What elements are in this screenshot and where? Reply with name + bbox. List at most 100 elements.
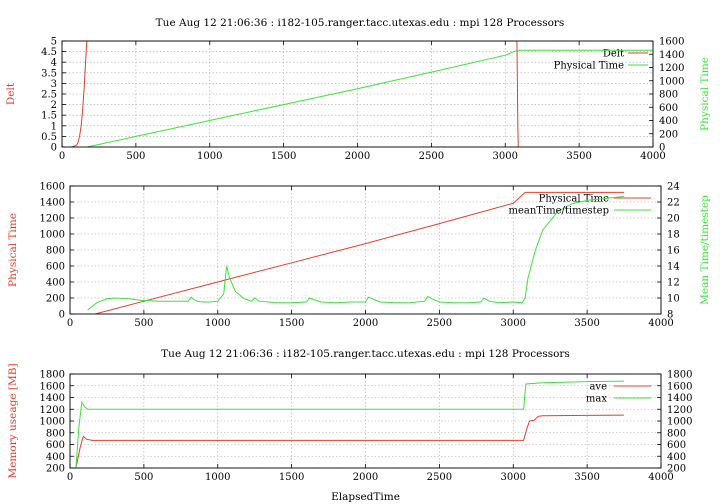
y-left-tick-label: 400 xyxy=(46,278,65,289)
y-left-tick-label: 200 xyxy=(46,464,65,475)
x-tick-label: 2500 xyxy=(427,472,452,483)
y-left-tick-label: 1400 xyxy=(40,393,65,404)
series-line-1 xyxy=(94,191,625,314)
y-left-tick-label: 200 xyxy=(46,294,65,305)
y-left-tick-label: 2 xyxy=(51,100,57,111)
y-right-tick-label: 1600 xyxy=(659,37,684,48)
y-left-tick-label: 1600 xyxy=(40,182,65,193)
y-left-tick-label: 0 xyxy=(51,143,57,154)
panel-title: Tue Aug 12 21:06:36 : i182-105.ranger.ta… xyxy=(161,348,570,360)
y-left-tick-label: 1400 xyxy=(40,198,65,209)
y-left-tick-label: 1200 xyxy=(40,214,65,225)
x-tick-label: 500 xyxy=(126,151,145,162)
x-tick-label: 3500 xyxy=(574,472,599,483)
chart-panel-2: 0 500 1000 1500 2000 2500 3000 3500 4000 0 200 400 6… xyxy=(7,182,711,330)
y-right-tick-label: 400 xyxy=(659,116,678,127)
x-tick-label: 3000 xyxy=(501,318,526,329)
y-right-axis-label: Mean Time/timestep xyxy=(699,195,711,305)
y-left-tick-label: 1000 xyxy=(40,417,65,428)
y-right-tick-label: 600 xyxy=(659,103,678,114)
y-right-tick-label: 800 xyxy=(667,428,686,439)
x-tick-label: 500 xyxy=(134,318,153,329)
x-tick-label: 3500 xyxy=(566,151,591,162)
y-left-tick-label: 600 xyxy=(46,440,65,451)
y-right-tick-label: 1400 xyxy=(667,393,692,404)
y-left-tick-label: 1800 xyxy=(40,370,65,381)
y-right-tick-label: 1600 xyxy=(667,381,692,392)
legend-label: Physical Time xyxy=(554,61,624,72)
y-left-tick-label: 1 xyxy=(51,121,57,132)
x-tick-label: 2500 xyxy=(419,151,444,162)
y-left-tick-label: 5 xyxy=(51,37,57,48)
x-tick-label: 1000 xyxy=(205,318,230,329)
plot-frame xyxy=(69,185,662,315)
y-left-tick-label: 4.5 xyxy=(41,47,57,58)
y-left-tick-label: 800 xyxy=(46,428,65,439)
x-axis-label: ElapsedTime xyxy=(331,491,400,503)
plot-frame xyxy=(69,373,662,469)
y-right-tick-label: 800 xyxy=(659,90,678,101)
y-right-tick-label: 0 xyxy=(659,143,665,154)
y-left-tick-label: 800 xyxy=(46,246,65,257)
y-right-tick-label: 24 xyxy=(667,182,680,193)
x-tick-label: 1000 xyxy=(205,472,230,483)
x-tick-label: 1500 xyxy=(279,472,304,483)
x-tick-label: 0 xyxy=(67,472,73,483)
x-tick-label: 2500 xyxy=(427,318,452,329)
y-right-tick-label: 200 xyxy=(667,464,686,475)
x-tick-label: 1500 xyxy=(279,318,304,329)
chart-panel-3: Tue Aug 12 21:06:36 : i182-105.ranger.ta… xyxy=(7,348,692,503)
x-tick-label: 0 xyxy=(67,318,73,329)
legend-label: Delt xyxy=(603,49,624,60)
y-right-tick-label: 1400 xyxy=(659,50,684,61)
legend-label: Physical Time xyxy=(539,194,609,205)
y-left-tick-label: 0.5 xyxy=(41,132,57,143)
legend-label: max xyxy=(586,394,607,405)
y-right-tick-label: 1800 xyxy=(667,370,692,381)
chart-panel-1: 0 500 1000 1500 2000 2500 3000 3500 400000.511.5… xyxy=(5,37,711,163)
figure-title: Tue Aug 12 21:06:36 : i182-105.ranger.ta… xyxy=(156,17,565,29)
series-line-2 xyxy=(87,195,625,311)
y-left-axis-label: Physical Time xyxy=(7,213,19,287)
y-right-tick-label: 16 xyxy=(667,246,680,257)
y-right-tick-label: 14 xyxy=(667,262,680,273)
y-left-axis-label: Delt xyxy=(5,82,17,105)
x-tick-label: 3000 xyxy=(501,472,526,483)
x-tick-label: 0 xyxy=(59,151,65,162)
y-right-tick-label: 1200 xyxy=(659,63,684,74)
y-right-tick-label: 1000 xyxy=(659,76,684,87)
series-line-2 xyxy=(86,49,653,147)
y-right-tick-label: 600 xyxy=(667,440,686,451)
y-right-tick-label: 12 xyxy=(667,278,680,289)
y-left-tick-label: 1.5 xyxy=(41,111,57,122)
series-line-1 xyxy=(75,414,625,468)
y-right-tick-label: 1000 xyxy=(667,417,692,428)
y-left-axis-label: Memory useage [MB] xyxy=(7,363,19,478)
x-tick-label: 4000 xyxy=(648,318,673,329)
x-tick-label: 2000 xyxy=(353,318,378,329)
y-right-axis-label: Physical Time xyxy=(699,57,711,131)
x-tick-label: 4000 xyxy=(640,151,665,162)
y-right-tick-label: 1200 xyxy=(667,405,692,416)
y-right-tick-label: 10 xyxy=(667,294,680,305)
y-left-tick-label: 400 xyxy=(46,452,65,463)
x-tick-label: 1500 xyxy=(271,151,296,162)
y-right-tick-label: 20 xyxy=(667,214,680,225)
chart-panels: 0 500 1000 1500 2000 2500 3000 3500 400000.511.5… xyxy=(5,37,711,504)
y-left-tick-label: 1200 xyxy=(40,405,65,416)
y-left-tick-label: 3 xyxy=(51,79,57,90)
y-right-tick-label: 8 xyxy=(667,310,673,321)
series-line-2 xyxy=(75,380,625,468)
plot-frame xyxy=(61,40,654,148)
x-tick-label: 4000 xyxy=(648,472,673,483)
legend-label: ave xyxy=(589,382,607,393)
y-right-tick-label: 200 xyxy=(659,129,678,140)
y-right-tick-label: 22 xyxy=(667,198,680,209)
y-left-tick-label: 2.5 xyxy=(41,90,57,101)
x-tick-label: 2000 xyxy=(353,472,378,483)
y-left-tick-label: 1000 xyxy=(40,230,65,241)
y-left-tick-label: 4 xyxy=(51,58,57,69)
y-left-tick-label: 600 xyxy=(46,262,65,273)
y-right-tick-label: 400 xyxy=(667,452,686,463)
